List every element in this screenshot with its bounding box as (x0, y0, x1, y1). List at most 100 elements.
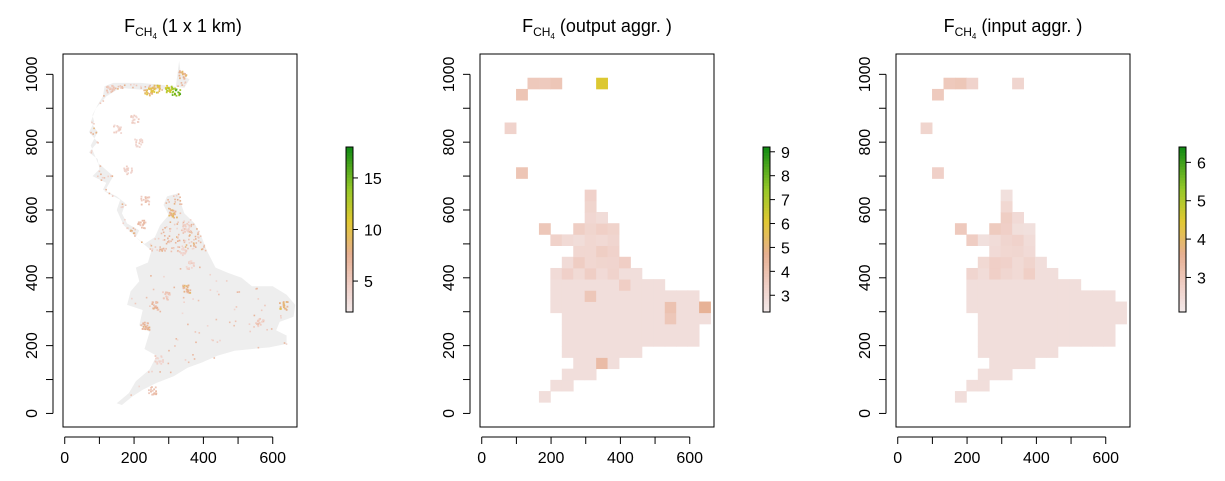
hotspot-pixel (183, 224, 186, 227)
hotspot-pixel (157, 91, 159, 94)
hotspot-pixel (126, 168, 129, 170)
hotspot-pixel (157, 357, 160, 360)
flux-pixel (162, 231, 165, 234)
flux-pixel (141, 241, 143, 244)
flux-pixel (198, 230, 200, 233)
grid-cell (1046, 346, 1059, 358)
hotspot-pixel (138, 223, 141, 226)
grid-cell (1069, 335, 1082, 347)
grid-cell (1046, 290, 1059, 302)
flux-pixel (134, 228, 137, 231)
x-tick-label: 0 (893, 450, 902, 467)
grid-cell (989, 234, 1002, 246)
grid-cell (1035, 290, 1047, 302)
legend-swatch (1179, 210, 1186, 214)
grid-cell (561, 301, 574, 314)
hotspot-pixel (174, 93, 176, 95)
flux-pixel (197, 240, 200, 242)
hotspot-pixel (258, 318, 261, 321)
legend-swatch (1179, 152, 1186, 156)
flux-pixel (153, 86, 155, 88)
legend-swatch (1179, 306, 1186, 310)
hotspot-pixel (150, 388, 152, 391)
grid-cell (1023, 323, 1036, 336)
legend-swatch (763, 182, 770, 186)
grid-cell (989, 335, 1002, 347)
grid-cell (596, 267, 608, 280)
flux-pixel (184, 82, 186, 85)
flux-pixel (257, 346, 260, 349)
hotspot-pixel (168, 88, 171, 91)
hotspot-pixel (163, 297, 165, 300)
grid-cell (676, 290, 689, 302)
flux-pixel (188, 231, 191, 233)
grid-cell (550, 77, 563, 90)
flux-pixel (161, 248, 164, 250)
hotspot-pixel (171, 91, 174, 94)
flux-pixel (177, 233, 180, 236)
hotspot-pixel (145, 91, 148, 93)
flux-pixel (199, 235, 202, 238)
legend-swatch (1179, 257, 1186, 261)
legend-swatch (1179, 262, 1186, 266)
legend-swatch (346, 202, 353, 206)
grid-cell (573, 256, 586, 269)
hotspot-pixel (279, 302, 281, 305)
legend-swatch (346, 270, 353, 274)
legend-swatch (763, 199, 770, 203)
flux-pixel (197, 236, 199, 238)
grid-cell (1012, 346, 1024, 358)
flux-pixel (167, 198, 169, 201)
flux-pixel (209, 273, 212, 276)
legend-swatch (346, 196, 353, 200)
flux-pixel (215, 318, 218, 321)
grid-cell (561, 267, 574, 280)
flux-pixel (91, 121, 93, 124)
hotspot-pixel (116, 125, 119, 127)
legend-swatch (763, 213, 770, 217)
flux-pixel (203, 244, 206, 247)
grid-cell (1080, 312, 1093, 325)
hotspot-pixel (141, 328, 144, 330)
grid-cell (1080, 323, 1093, 336)
legend-swatch (763, 215, 770, 219)
flux-pixel (184, 239, 187, 242)
grid-cell (977, 301, 990, 314)
flux-pixel (145, 296, 148, 299)
legend-swatch (346, 213, 353, 217)
flux-pixel (161, 89, 163, 91)
grid-cell (699, 312, 711, 325)
hotspot-pixel (132, 119, 135, 121)
legend-swatch (763, 163, 770, 167)
hotspot-pixel (138, 138, 141, 141)
legend-swatch (763, 287, 770, 291)
legend-swatch (346, 147, 353, 151)
flux-pixel (162, 247, 165, 250)
grid-cell (573, 323, 586, 336)
grid-cell (573, 357, 586, 370)
hotspot-pixel (186, 222, 189, 225)
grid-cell (1115, 301, 1127, 314)
hotspot-pixel (118, 126, 121, 129)
legend-swatch (1179, 235, 1186, 239)
hotspot-pixel (155, 357, 157, 360)
grid-cell (561, 346, 574, 358)
hotspot-pixel (132, 121, 135, 124)
hotspot-pixel (125, 165, 128, 168)
flux-pixel (190, 241, 193, 243)
hotspot-pixel (184, 251, 187, 254)
flux-pixel (173, 286, 176, 289)
legend-swatch (763, 265, 770, 269)
legend-swatch (763, 196, 770, 200)
grid-cell (607, 323, 620, 336)
hotspot-pixel (152, 307, 155, 310)
hotspot-pixel (283, 306, 285, 309)
hotspot-pixel (262, 320, 265, 323)
legend-swatch (346, 254, 353, 258)
legend-swatch (346, 301, 353, 305)
grid-cell (561, 234, 574, 246)
hotspot-pixel (144, 196, 147, 199)
flux-pixel (107, 175, 110, 178)
legend-swatch (763, 224, 770, 228)
hotspot-pixel (257, 320, 259, 323)
